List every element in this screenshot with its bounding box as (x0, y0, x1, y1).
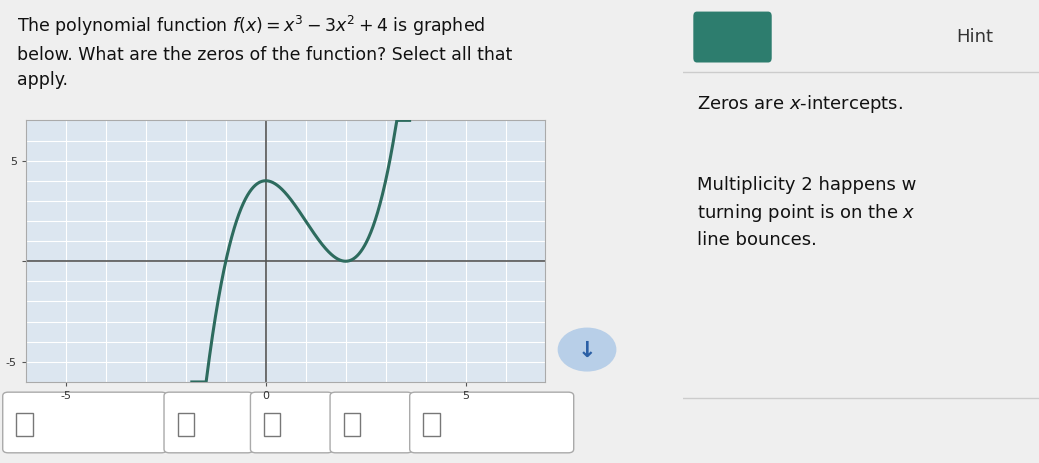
FancyBboxPatch shape (264, 413, 281, 436)
Text: (1,0): (1,0) (285, 418, 312, 427)
Text: Hint: Hint (956, 28, 993, 46)
Circle shape (558, 328, 616, 371)
FancyBboxPatch shape (330, 392, 412, 453)
Text: (-1,0): (-1,0) (198, 418, 230, 427)
Text: Zeros are $x$-intercepts.: Zeros are $x$-intercepts. (697, 93, 903, 115)
Text: Multiplicity 2 happens w
turning point is on the $x$
line bounces.: Multiplicity 2 happens w turning point i… (697, 176, 916, 249)
Text: ↓: ↓ (578, 341, 596, 361)
FancyBboxPatch shape (178, 413, 194, 436)
FancyBboxPatch shape (693, 12, 772, 63)
Text: →: → (725, 28, 740, 46)
Text: (-2,0) multiplicity of 2: (-2,0) multiplicity of 2 (37, 418, 161, 427)
FancyBboxPatch shape (17, 413, 32, 436)
FancyBboxPatch shape (344, 413, 359, 436)
FancyBboxPatch shape (423, 413, 439, 436)
FancyBboxPatch shape (3, 392, 166, 453)
FancyBboxPatch shape (164, 392, 254, 453)
Text: (2,0): (2,0) (365, 418, 392, 427)
Text: (2,0) multiplicity of 2: (2,0) multiplicity of 2 (445, 418, 564, 427)
Text: The polynomial function $f(x) = x^3 - 3x^2 + 4$ is graphed
below. What are the z: The polynomial function $f(x) = x^3 - 3x… (17, 14, 512, 89)
FancyBboxPatch shape (250, 392, 332, 453)
FancyBboxPatch shape (409, 392, 574, 453)
